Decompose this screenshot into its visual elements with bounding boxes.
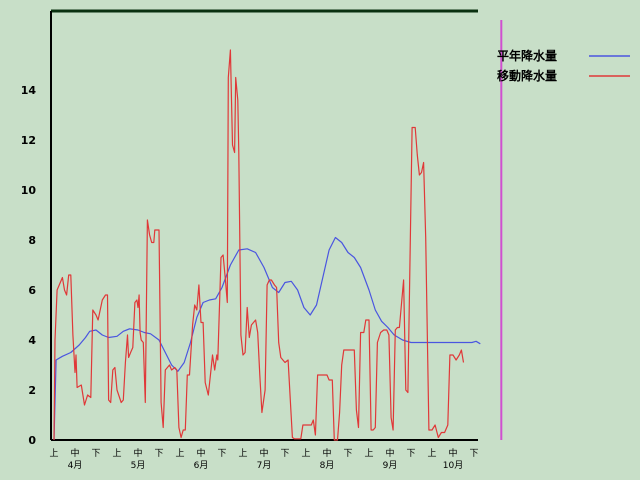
x-axis-ticks: 上 中 下 上 中 下 上 中 下 上 中 下 上 中 下 上 中 下 上 中 下 4月 5月 6月 7月 8月 9月 10月: [49, 447, 478, 471]
y-tick-label: 12: [21, 134, 36, 147]
x-period-label: 下: [343, 449, 352, 459]
y-tick-label: 6: [28, 284, 36, 297]
x-period-label: 上: [301, 448, 310, 459]
x-period-label: 上: [364, 448, 373, 459]
x-period-label: 上: [175, 448, 184, 459]
x-month-label: 5月: [131, 460, 146, 471]
y-tick-label: 8: [28, 234, 36, 247]
x-month-label: 6月: [194, 460, 209, 471]
legend-label: 移動降水量: [497, 68, 557, 83]
series-line-normal: [53, 236, 481, 441]
x-month-label: 8月: [320, 460, 335, 471]
x-month-label: 7月: [257, 460, 272, 471]
x-period-label: 下: [91, 449, 100, 459]
series-lines: [53, 49, 481, 441]
x-period-label: 下: [406, 449, 415, 459]
x-month-label: 10月: [443, 460, 463, 471]
x-period-label: 中: [70, 447, 79, 459]
x-period-label: 下: [217, 449, 226, 459]
y-tick-label: 10: [21, 184, 37, 197]
x-period-label: 上: [427, 448, 436, 459]
x-period-label: 中: [385, 447, 394, 459]
x-month-label: 9月: [383, 460, 398, 471]
x-period-label: 中: [322, 447, 331, 459]
x-period-label: 中: [196, 447, 205, 459]
x-period-label: 下: [280, 449, 289, 459]
y-tick-label: 4: [28, 334, 36, 347]
x-month-label: 4月: [68, 460, 83, 471]
y-tick-label: 2: [28, 384, 36, 397]
x-period-label: 中: [133, 447, 142, 459]
y-tick-label: 14: [21, 84, 37, 97]
y-tick-label: 0: [28, 434, 36, 447]
plot-frame: [50, 9, 503, 441]
y-axis-ticks: 0 2 4 6 8 10 12 14: [21, 84, 37, 447]
x-period-label: 中: [448, 447, 457, 459]
x-period-label: 上: [238, 448, 247, 459]
x-period-label: 上: [112, 448, 121, 459]
series-line-moving: [53, 49, 465, 441]
legend-label: 平年降水量: [497, 48, 557, 63]
x-period-label: 中: [259, 447, 268, 459]
x-period-label: 上: [49, 448, 58, 459]
x-period-label: 下: [154, 449, 163, 459]
x-period-label: 下: [469, 449, 478, 459]
